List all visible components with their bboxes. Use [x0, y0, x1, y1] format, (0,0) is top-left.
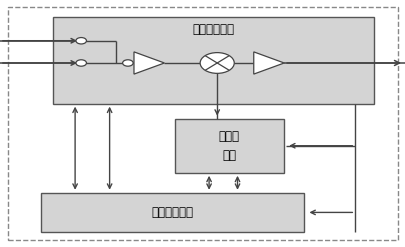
- Text: 变频接收电路: 变频接收电路: [192, 23, 234, 37]
- Circle shape: [122, 60, 133, 66]
- Bar: [53, 17, 373, 104]
- Circle shape: [200, 53, 234, 73]
- Polygon shape: [253, 52, 284, 74]
- Text: 频率源
电路: 频率源 电路: [218, 130, 239, 162]
- Bar: [40, 193, 304, 232]
- Bar: [174, 119, 284, 173]
- Circle shape: [76, 38, 86, 44]
- Polygon shape: [134, 52, 164, 74]
- Circle shape: [76, 60, 86, 66]
- Text: 电源控制电路: 电源控制电路: [151, 206, 193, 219]
